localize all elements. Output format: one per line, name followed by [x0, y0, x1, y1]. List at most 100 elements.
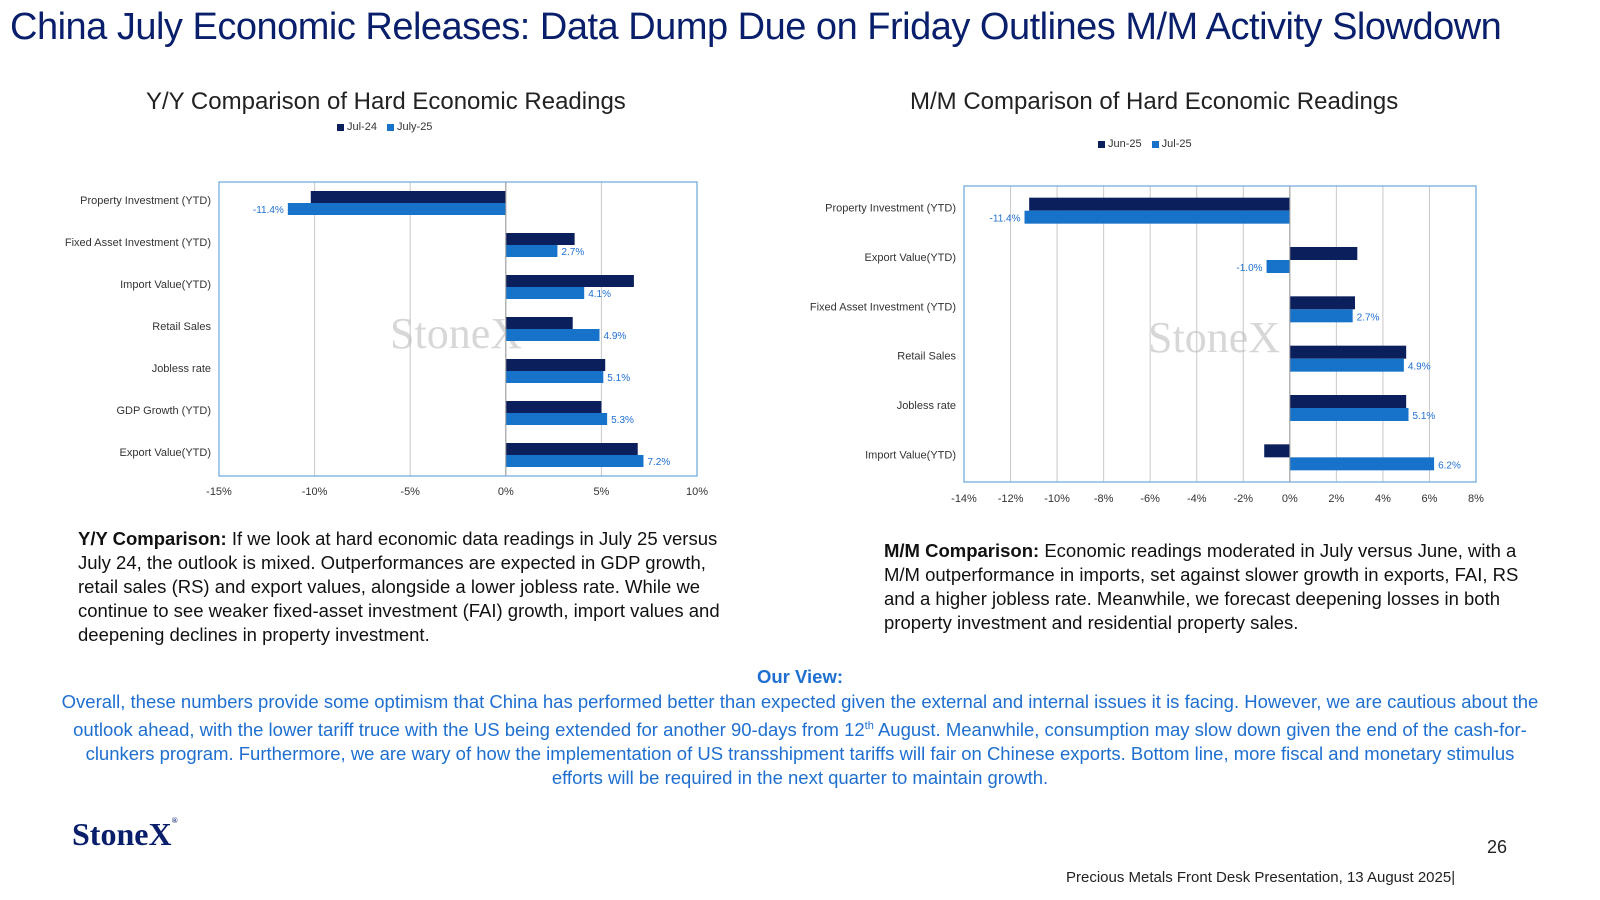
data-label: 2.7% [561, 247, 584, 258]
legend-item-jul24: Jul-24 [337, 121, 377, 133]
bar [1029, 197, 1290, 211]
plot-frame [218, 181, 698, 477]
bar [505, 455, 644, 467]
yy-commentary: Y/Y Comparison: If we look at hard econo… [78, 527, 743, 647]
data-label: 6.2% [1438, 460, 1461, 471]
bar [505, 401, 602, 413]
our-view-text-2: August. Meanwhile, consumption may slow … [85, 719, 1527, 789]
our-view-heading: Our View: [756, 666, 843, 687]
legend-label: July-25 [396, 121, 433, 133]
watermark-text: StoneX [1148, 313, 1280, 362]
page-title: China July Economic Releases: Data Dump … [10, 6, 1502, 48]
our-view-body: Overall, these numbers provide some opti… [60, 690, 1540, 790]
chart-title-mm: M/M Comparison of Hard Economic Readings [910, 88, 1399, 115]
x-tick-label: -8% [1094, 493, 1114, 505]
x-tick-label: 10% [686, 486, 708, 498]
x-tick-label: 6% [1422, 493, 1438, 505]
x-tick-label: 4% [1375, 493, 1391, 505]
footer-logo-text: StoneX [72, 816, 172, 852]
data-label: 5.3% [611, 415, 634, 426]
data-label: 5.1% [1413, 411, 1436, 422]
x-tick-label: 8% [1468, 493, 1484, 505]
legend-swatch-icon [1151, 140, 1159, 148]
category-label: Property Investment (YTD) [80, 195, 211, 207]
data-label: 4.9% [603, 331, 626, 342]
bar [1289, 296, 1355, 310]
legend-mm: Jun-25 Jul-25 [1098, 138, 1192, 150]
x-tick-label: -10% [302, 486, 328, 498]
x-tick-label: -10% [1044, 493, 1070, 505]
x-tick-label: -14% [951, 493, 977, 505]
bar [1289, 345, 1407, 359]
page-number: 26 [1487, 837, 1508, 857]
our-view-sup: th [864, 720, 874, 732]
bar [505, 233, 575, 245]
legend-label: Jul-24 [347, 121, 377, 133]
our-view-text-1: Overall, these numbers provide some opti… [61, 691, 1539, 741]
legend-label: Jun-25 [1108, 138, 1142, 150]
bar [505, 329, 600, 341]
legend-swatch-icon [337, 123, 344, 131]
x-tick-label: -6% [1140, 493, 1160, 505]
category-label: Property Investment (YTD) [825, 203, 956, 215]
plot-frame [963, 185, 1477, 483]
bar [1289, 395, 1407, 408]
category-label: Export Value(YTD) [865, 252, 957, 264]
bar [505, 317, 573, 329]
category-label: Fixed Asset Investment (YTD) [810, 301, 956, 313]
x-tick-label: -2% [1233, 493, 1253, 505]
category-label: Retail Sales [152, 321, 211, 333]
bar [505, 443, 638, 455]
x-tick-label: 0% [1282, 493, 1298, 505]
data-label: -11.4% [253, 205, 284, 216]
data-label: 7.2% [647, 457, 670, 468]
yy-commentary-lead: Y/Y Comparison: [78, 528, 227, 549]
category-label: Jobless rate [152, 363, 211, 375]
category-label: Import Value(YTD) [120, 279, 211, 291]
bar [1289, 309, 1353, 323]
category-label: GDP Growth (YTD) [116, 405, 211, 417]
legend-swatch-icon [1098, 140, 1105, 148]
bar [1266, 260, 1290, 273]
footer-caption: Precious Metals Front Desk Presentation,… [1066, 869, 1456, 886]
x-tick-label: -12% [998, 493, 1024, 505]
category-label: Retail Sales [897, 351, 956, 363]
data-label: 4.9% [1408, 362, 1431, 373]
legend-item-jul25: July-25 [386, 121, 433, 133]
mm-commentary-lead: M/M Comparison: [884, 540, 1040, 561]
category-label: Jobless rate [897, 400, 956, 412]
bar [505, 275, 634, 287]
x-tick-label: -15% [206, 486, 232, 498]
data-label: -1.0% [1236, 263, 1262, 274]
x-tick-label: 2% [1328, 493, 1344, 505]
x-tick-label: -4% [1187, 493, 1207, 505]
bar [1264, 444, 1290, 458]
bar [1289, 457, 1435, 471]
yy-commentary-text: If we look at hard economic data reading… [78, 528, 720, 645]
category-label: Export Value(YTD) [120, 447, 212, 459]
category-label: Import Value(YTD) [865, 449, 956, 461]
legend-item-jul25: Jul-25 [1151, 138, 1192, 150]
footer-logo: StoneX® [72, 816, 178, 853]
mm-commentary-text: Economic readings moderated in July vers… [884, 540, 1519, 633]
data-label: 2.7% [1357, 312, 1380, 323]
footer-logo-mark: ® [171, 816, 178, 825]
legend-item-jun25: Jun-25 [1098, 138, 1142, 150]
data-label: 5.1% [607, 373, 630, 384]
legend-label: Jul-25 [1161, 138, 1192, 150]
watermark-text: StoneX [390, 309, 522, 358]
category-label: Fixed Asset Investment (YTD) [65, 237, 211, 249]
chart-title-yy: Y/Y Comparison of Hard Economic Readings [146, 88, 626, 115]
bar [310, 191, 506, 203]
bar [1289, 247, 1358, 260]
bar [505, 287, 585, 299]
data-label: 4.1% [588, 289, 611, 300]
mm-commentary: M/M Comparison: Economic readings modera… [884, 539, 1554, 635]
bar [1024, 210, 1290, 224]
bar [287, 203, 506, 215]
legend-yy: Jul-24 July-25 [337, 121, 432, 133]
bar [505, 359, 606, 371]
bar [1289, 358, 1404, 372]
